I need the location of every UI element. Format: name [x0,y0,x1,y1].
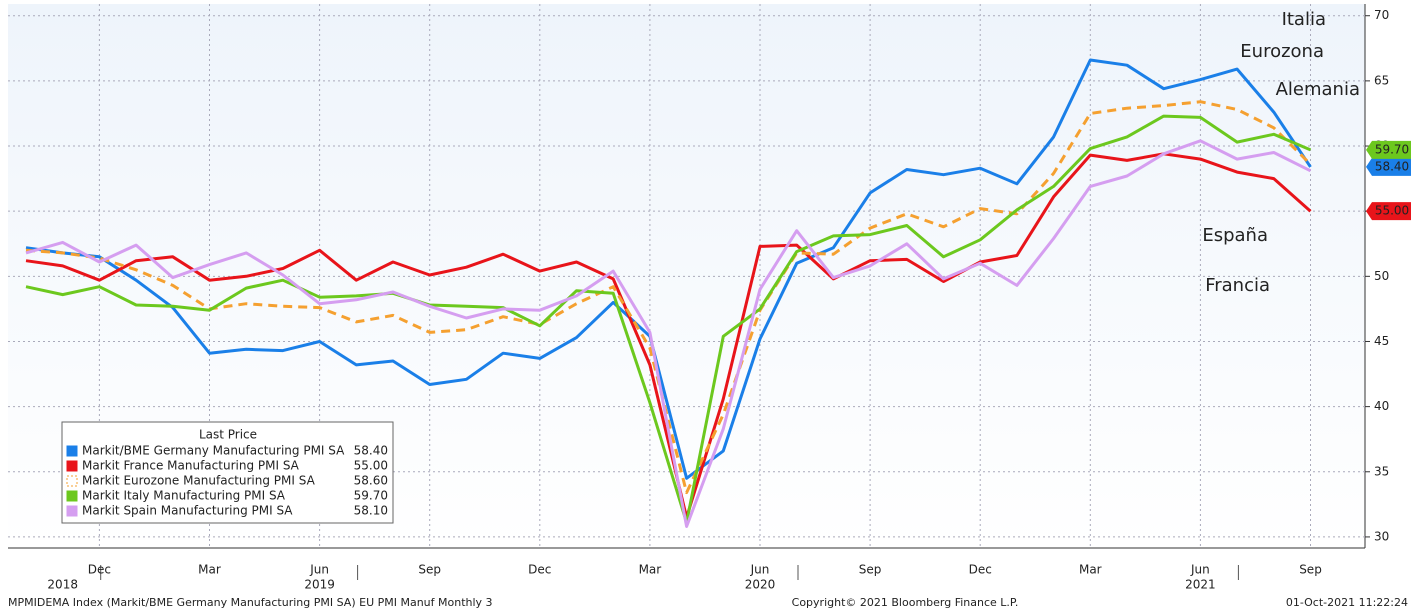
axis-tag-label: 59.70 [1375,142,1409,156]
legend-value: 58.60 [354,474,388,488]
footer-center: Copyright© 2021 Bloomberg Finance L.P. [792,596,1019,609]
x-tick-label: Sep [859,563,882,577]
series-line [25,100,1312,495]
y-tick-label: 50 [1374,269,1389,283]
x-tick-label: Mar [198,563,221,577]
series-line [25,114,1312,525]
legend-title: Last Price [199,428,257,442]
legend-swatch [66,490,78,502]
legend-value: 55.00 [354,459,388,473]
legend-swatch [66,505,78,517]
x-tick-label: Dec [88,563,111,577]
legend-label: Markit Spain Manufacturing PMI SA [82,504,293,518]
annotation: Alemania [1276,79,1360,100]
axis-tag-label: 55.00 [1375,204,1409,218]
y-tick-label: 40 [1374,399,1389,413]
x-year-label: 2019 [304,578,335,592]
x-tick-label: Mar [1079,563,1102,577]
legend-swatch [66,475,78,487]
footer-left: MPMIDEMA Index (Markit/BME Germany Manuf… [8,596,493,609]
y-tick-label: 70 [1374,8,1389,22]
legend-swatch [66,460,78,472]
legend-label: Markit France Manufacturing PMI SA [82,459,300,473]
annotation: Italia [1282,9,1326,30]
x-tick-label: Dec [528,563,551,577]
y-tick-label: 30 [1374,529,1389,543]
legend-value: 58.40 [354,444,388,458]
x-tick-label: Sep [1299,563,1322,577]
x-tick-label: Jun [750,563,770,577]
y-tick-label: 45 [1374,334,1389,348]
series-line [25,139,1312,528]
x-tick-label: Sep [418,563,441,577]
x-tick-label: Dec [969,563,992,577]
x-year-label: 2021 [1185,578,1216,592]
legend [61,421,394,524]
legend-value: 59.70 [354,489,388,503]
axis-tag-label: 58.40 [1375,159,1409,173]
legend-label: Markit Italy Manufacturing PMI SA [82,489,286,503]
axis-tag [1366,202,1411,221]
y-tick-label: 35 [1374,464,1389,478]
annotation: Francia [1205,275,1270,296]
annotation: Eurozona [1240,41,1324,62]
series-line [25,152,1312,519]
x-tick-label: Jun [309,563,329,577]
series-line [25,58,1312,480]
x-year-label: 2018 [47,578,78,592]
legend-label: Markit Eurozone Manufacturing PMI SA [82,474,316,488]
y-tick-label: 65 [1374,73,1389,87]
legend-value: 58.10 [354,504,388,518]
x-year-label: 2020 [745,578,776,592]
legend-label: Markit/BME Germany Manufacturing PMI SA [82,444,345,458]
x-tick-label: Jun [1190,563,1210,577]
axis-tag [1366,140,1411,159]
annotation: España [1202,225,1268,246]
footer-right: 01-Oct-2021 11:22:24 [1286,596,1408,609]
x-tick-label: Mar [639,563,662,577]
legend-swatch [66,445,78,457]
axis-tag [1366,157,1411,176]
